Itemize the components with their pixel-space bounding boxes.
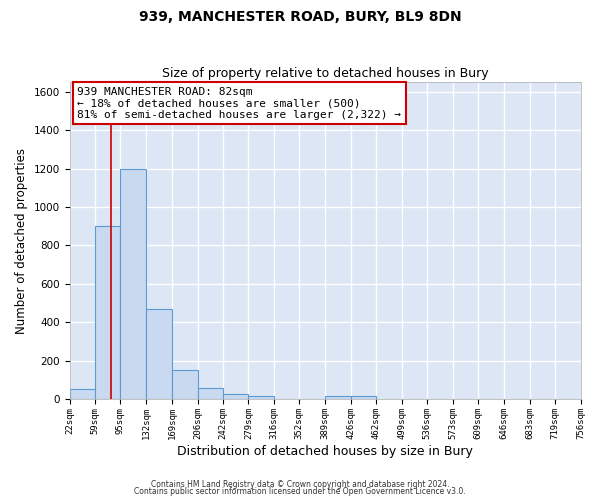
Bar [325, 396, 351, 399]
Bar [223, 394, 248, 399]
Y-axis label: Number of detached properties: Number of detached properties [15, 148, 28, 334]
Text: Contains public sector information licensed under the Open Government Licence v3: Contains public sector information licen… [134, 488, 466, 496]
Text: Contains HM Land Registry data © Crown copyright and database right 2024.: Contains HM Land Registry data © Crown c… [151, 480, 449, 489]
Bar [351, 396, 376, 399]
Bar [146, 309, 172, 399]
Title: Size of property relative to detached houses in Bury: Size of property relative to detached ho… [162, 66, 488, 80]
Bar [172, 370, 197, 399]
X-axis label: Distribution of detached houses by size in Bury: Distribution of detached houses by size … [177, 444, 473, 458]
Text: 939 MANCHESTER ROAD: 82sqm
← 18% of detached houses are smaller (500)
81% of sem: 939 MANCHESTER ROAD: 82sqm ← 18% of deta… [77, 87, 401, 120]
Bar [70, 390, 95, 399]
Bar [121, 168, 146, 399]
Text: 939, MANCHESTER ROAD, BURY, BL9 8DN: 939, MANCHESTER ROAD, BURY, BL9 8DN [139, 10, 461, 24]
Bar [197, 388, 223, 399]
Bar [248, 396, 274, 399]
Bar [95, 226, 121, 399]
